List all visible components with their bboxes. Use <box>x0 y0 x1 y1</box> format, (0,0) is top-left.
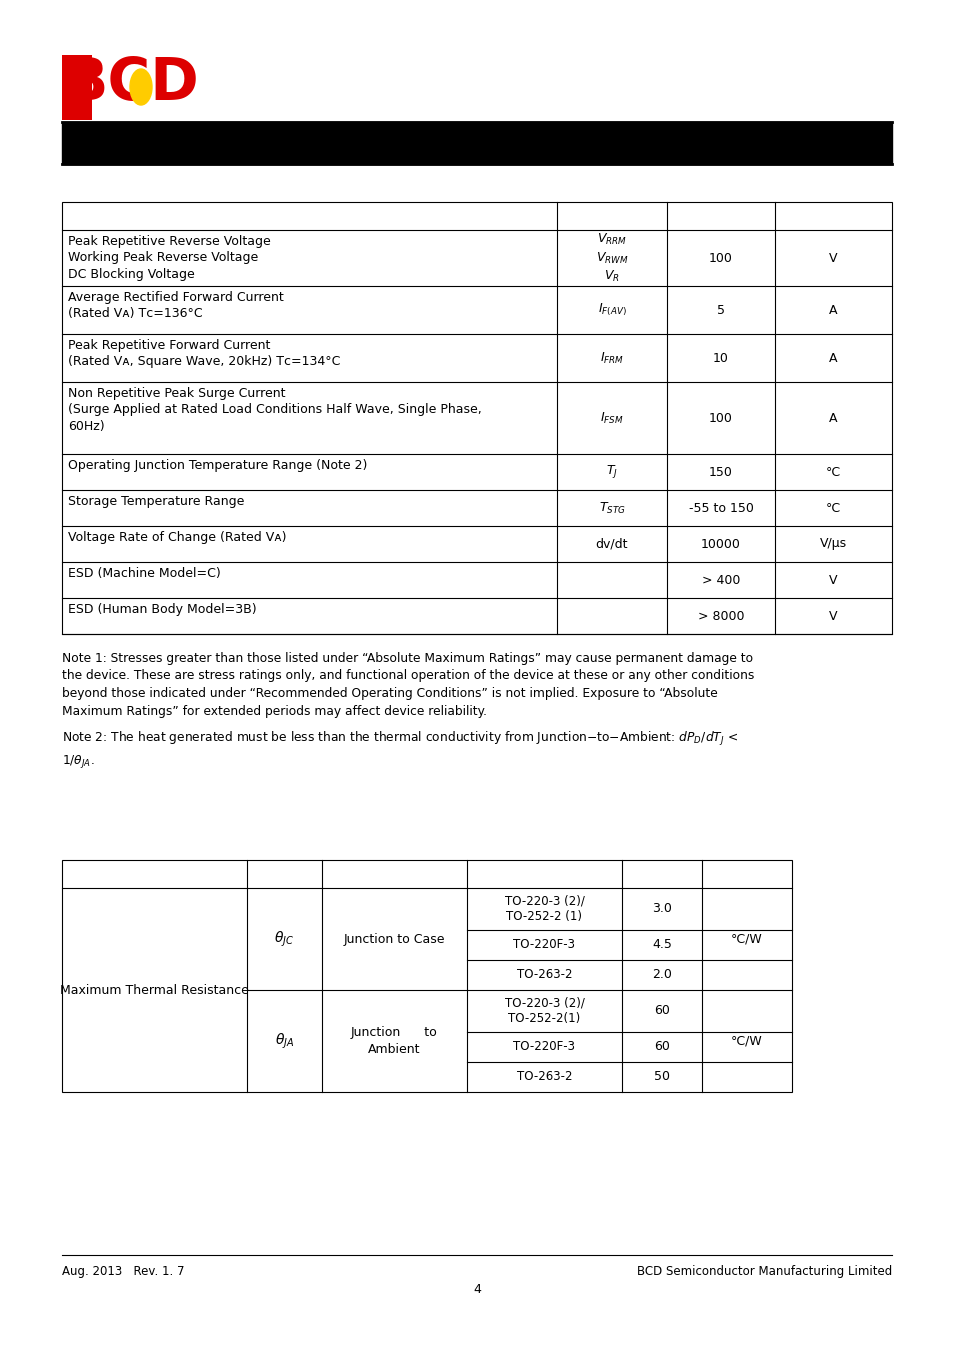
Ellipse shape <box>130 69 152 105</box>
Bar <box>62 860 791 1092</box>
Text: Voltage Rate of Change (Rated Vᴀ): Voltage Rate of Change (Rated Vᴀ) <box>68 531 286 544</box>
Bar <box>62 202 891 634</box>
Text: $V_{RRM}$
$V_{RWM}$
$V_R$: $V_{RRM}$ $V_{RWM}$ $V_R$ <box>595 232 628 284</box>
Text: A: A <box>828 412 837 424</box>
Text: Note 2: The heat generated must be less than the thermal conductivity from Junct: Note 2: The heat generated must be less … <box>62 730 738 769</box>
Text: $I_{FSM}$: $I_{FSM}$ <box>599 410 623 425</box>
Text: 10: 10 <box>712 351 728 364</box>
Text: 4.5: 4.5 <box>652 938 671 952</box>
Text: Note 1: Stresses greater than those listed under “Absolute Maximum Ratings” may : Note 1: Stresses greater than those list… <box>62 652 754 717</box>
Text: 50: 50 <box>654 1071 669 1084</box>
Text: A: A <box>828 304 837 316</box>
Text: 150: 150 <box>708 466 732 478</box>
Text: 5: 5 <box>717 304 724 316</box>
Text: Peak Repetitive Forward Current
(Rated Vᴀ, Square Wave, 20kHz) Tᴄ=134°C: Peak Repetitive Forward Current (Rated V… <box>68 339 340 369</box>
Text: TO-220F-3: TO-220F-3 <box>513 1041 575 1053</box>
Text: A: A <box>828 351 837 364</box>
Text: 60: 60 <box>654 1041 669 1053</box>
Text: Junction      to
Ambient: Junction to Ambient <box>351 1026 437 1056</box>
Text: $I_{FRM}$: $I_{FRM}$ <box>599 351 623 366</box>
Text: ESD (Human Body Model=3B): ESD (Human Body Model=3B) <box>68 603 256 616</box>
Text: TO-220-3 (2)/
TO-252-2 (1): TO-220-3 (2)/ TO-252-2 (1) <box>504 895 584 923</box>
Text: dv/dt: dv/dt <box>595 537 628 551</box>
Text: 4: 4 <box>473 1282 480 1296</box>
Text: °C: °C <box>825 501 841 514</box>
Text: $\theta_{JA}$: $\theta_{JA}$ <box>274 1031 294 1050</box>
Text: Junction to Case: Junction to Case <box>343 933 445 945</box>
Text: Non Repetitive Peak Surge Current
(Surge Applied at Rated Load Conditions Half W: Non Repetitive Peak Surge Current (Surge… <box>68 387 481 433</box>
Text: TO-263-2: TO-263-2 <box>517 1071 572 1084</box>
Text: TO-263-2: TO-263-2 <box>517 968 572 981</box>
Text: TO-220F-3: TO-220F-3 <box>513 938 575 952</box>
Text: > 400: > 400 <box>701 574 740 586</box>
Text: °C/W: °C/W <box>730 933 762 945</box>
Text: V: V <box>828 251 837 265</box>
Text: 3.0: 3.0 <box>652 903 671 915</box>
Text: Average Rectified Forward Current
(Rated Vᴀ) Tᴄ=136°C: Average Rectified Forward Current (Rated… <box>68 292 283 320</box>
Text: -55 to 150: -55 to 150 <box>688 501 753 514</box>
Text: 60: 60 <box>654 1004 669 1018</box>
Text: $T_{STG}$: $T_{STG}$ <box>598 501 625 516</box>
Text: BCD: BCD <box>64 55 199 112</box>
Text: Maximum Thermal Resistance: Maximum Thermal Resistance <box>60 984 249 996</box>
Text: Aug. 2013   Rev. 1. 7: Aug. 2013 Rev. 1. 7 <box>62 1265 184 1278</box>
Text: TO-220-3 (2)/
TO-252-2(1): TO-220-3 (2)/ TO-252-2(1) <box>504 996 584 1025</box>
Text: BCD Semiconductor Manufacturing Limited: BCD Semiconductor Manufacturing Limited <box>636 1265 891 1278</box>
Text: 10000: 10000 <box>700 537 740 551</box>
Text: V/μs: V/μs <box>819 537 846 551</box>
Text: ESD (Machine Model=C): ESD (Machine Model=C) <box>68 567 220 580</box>
Text: Storage Temperature Range: Storage Temperature Range <box>68 495 244 508</box>
Text: 2.0: 2.0 <box>652 968 671 981</box>
Text: $T_J$: $T_J$ <box>605 463 618 481</box>
Text: > 8000: > 8000 <box>697 609 743 622</box>
Text: V: V <box>828 574 837 586</box>
Text: Operating Junction Temperature Range (Note 2): Operating Junction Temperature Range (No… <box>68 459 367 472</box>
Text: °C: °C <box>825 466 841 478</box>
Text: V: V <box>828 609 837 622</box>
Text: 100: 100 <box>708 412 732 424</box>
Text: $I_{F(AV)}$: $I_{F(AV)}$ <box>597 302 626 319</box>
Text: °C/W: °C/W <box>730 1034 762 1048</box>
Text: Peak Repetitive Reverse Voltage
Working Peak Reverse Voltage
DC Blocking Voltage: Peak Repetitive Reverse Voltage Working … <box>68 235 271 281</box>
Text: 100: 100 <box>708 251 732 265</box>
Text: $\theta_{JC}$: $\theta_{JC}$ <box>274 929 294 949</box>
Bar <box>62 122 891 163</box>
Bar <box>62 55 91 120</box>
